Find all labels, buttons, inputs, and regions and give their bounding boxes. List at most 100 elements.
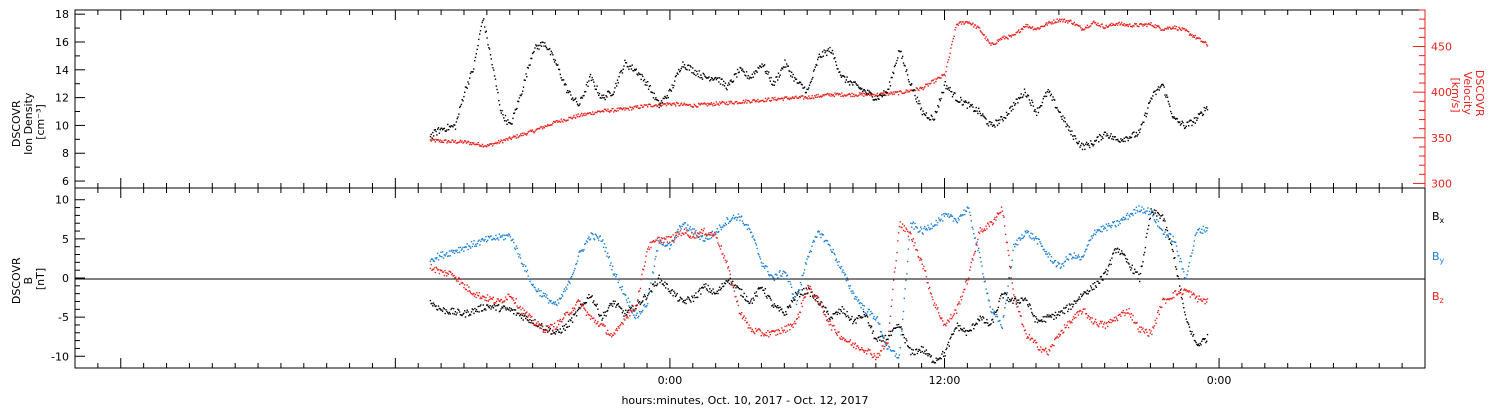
velocity-series-point (1092, 21, 1094, 23)
density-series-point (613, 91, 615, 93)
bz-series-point (759, 328, 761, 331)
density-series-point (766, 70, 768, 72)
velocity-series-point (1019, 31, 1022, 33)
density-series-point (765, 72, 767, 75)
bx-series-point (1040, 319, 1043, 321)
velocity-series-point (946, 61, 949, 63)
bz-series-point (509, 295, 512, 298)
bz-series-point (508, 293, 510, 295)
by-series-point (950, 214, 952, 216)
by-series-point (825, 239, 827, 242)
density-series-point (1090, 143, 1093, 145)
bx-series-point (461, 314, 463, 317)
bz-series-point (815, 300, 817, 302)
by-series-point (792, 293, 794, 295)
density-series-point (985, 118, 987, 120)
bz-series-point (1106, 321, 1108, 324)
velocity-series-point (756, 100, 758, 103)
by-series-point (912, 221, 914, 223)
bx-series-point (740, 294, 742, 297)
bz-series-point (643, 265, 646, 267)
density-series-point (1018, 97, 1020, 99)
by-series-point (919, 230, 921, 232)
by-series-point (789, 281, 791, 283)
bx-series-point (759, 287, 762, 289)
velocity-series-point (613, 111, 615, 113)
bx-series-point (830, 316, 832, 319)
bx-series-point (626, 311, 628, 313)
bx-series-point (727, 279, 730, 282)
bx-series-point (1124, 254, 1126, 257)
bz-series-point (482, 295, 484, 297)
velocity-series-point (996, 39, 999, 41)
bx-series-point (771, 305, 773, 307)
bx-series-point (1086, 289, 1089, 292)
bz-series-point (996, 216, 998, 218)
bx-series-point (1027, 304, 1029, 306)
bz-series-point (661, 237, 664, 240)
velocity-series-point (953, 35, 955, 38)
by-series-point (680, 228, 682, 230)
density-series-point (901, 57, 903, 59)
bz-series-point (1122, 310, 1124, 312)
bz-series-point (491, 297, 493, 300)
velocity-series-point (447, 140, 449, 143)
density-series-point (752, 76, 754, 78)
velocity-series-point (605, 109, 607, 112)
velocity-series-point (664, 103, 667, 105)
bz-series-point (862, 348, 864, 351)
bx-series-point (722, 285, 724, 288)
density-series-point (872, 99, 874, 101)
by-series-point (1027, 230, 1030, 233)
bx-series-point (657, 277, 660, 279)
bx-series-point (586, 297, 588, 299)
velocity-series-point (1114, 24, 1116, 26)
by-series-point (576, 260, 579, 262)
density-series-point (938, 106, 940, 108)
bz-series-point (1067, 321, 1069, 323)
bx-series-point (895, 326, 897, 329)
bz-series-point (741, 312, 743, 314)
density-series-point (1130, 136, 1133, 139)
velocity-series-point (670, 104, 673, 106)
velocity-series-point (598, 110, 601, 112)
by-series-point (524, 270, 526, 272)
density-series-point (756, 71, 758, 73)
by-series-point (875, 319, 877, 321)
bz-series-point (852, 342, 854, 344)
bz-series-point (1133, 322, 1135, 324)
bx-series-point (558, 331, 561, 333)
velocity-series-point (722, 101, 724, 103)
by-series-point (650, 282, 652, 284)
velocity-series-point (908, 91, 910, 93)
bx-series-point (1094, 285, 1097, 287)
by-series-point (996, 316, 999, 318)
velocity-series-point (736, 103, 739, 105)
velocity-series-point (1128, 24, 1130, 26)
by-series-point (1015, 243, 1017, 246)
by-series-point (954, 218, 956, 220)
by-series-point (455, 250, 457, 253)
bx-series-point (571, 317, 573, 319)
by-series-point (437, 259, 440, 261)
density-series-point (717, 77, 719, 79)
velocity-series-point (1166, 28, 1168, 30)
bz-series-point (945, 324, 947, 327)
bx-series-point (610, 304, 612, 306)
bx-series-point (931, 361, 933, 363)
density-series-point (1177, 121, 1179, 123)
density-series-point (729, 80, 731, 82)
bx-series-point (906, 345, 909, 347)
by-series-point (1085, 248, 1088, 250)
density-series-point (750, 77, 753, 79)
density-series-point (539, 44, 541, 47)
velocity-series-point (841, 95, 844, 97)
density-series-point (888, 81, 891, 83)
bx-series-point (1060, 310, 1062, 312)
bz-series-point (826, 319, 828, 322)
velocity-series-point (1130, 25, 1132, 28)
bz-series-point (774, 330, 776, 332)
density-series-point (656, 99, 658, 101)
density-series-point (929, 119, 932, 121)
bz-series-point (1038, 349, 1040, 351)
